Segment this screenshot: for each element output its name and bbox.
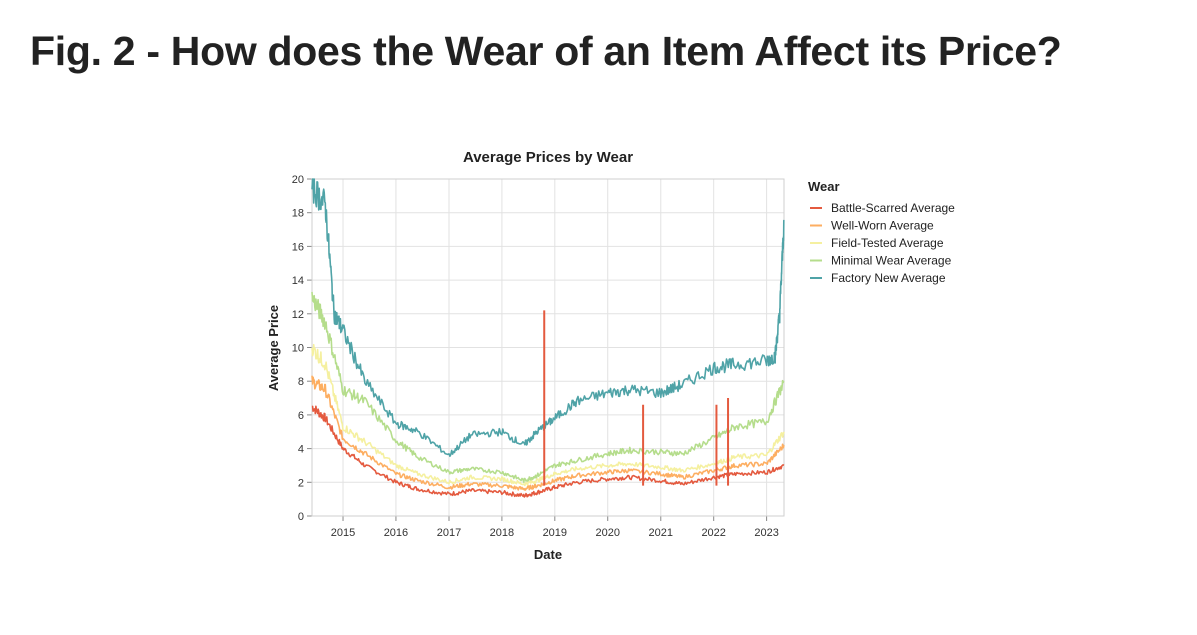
legend: Wear Battle-Scarred Average Well-Worn Ave… xyxy=(808,179,955,285)
series-line-minimal-wear-average xyxy=(311,291,785,484)
y-tick-label: 20 xyxy=(292,174,304,186)
chart-title: Average Prices by Wear xyxy=(463,149,633,166)
legend-label: Factory New Average xyxy=(831,271,946,285)
x-tick-label: 2022 xyxy=(701,527,725,539)
y-tick-label: 4 xyxy=(298,444,304,456)
x-tick-label: 2019 xyxy=(543,527,567,539)
series-line-well-worn-average xyxy=(311,375,785,491)
series-line-factory-new-average xyxy=(311,178,785,457)
legend-title: Wear xyxy=(808,179,840,194)
plot-frame xyxy=(311,178,785,517)
axes: 0 2 4 6 8 10 12 14 16 18 20 2015 2016 2017 2018 2019 202… xyxy=(292,174,785,539)
series-line-field-tested-average xyxy=(311,343,785,487)
y-tick-label: 12 xyxy=(292,309,304,321)
legend-label: Well-Worn Average xyxy=(831,219,934,233)
x-tick-label: 2015 xyxy=(331,527,355,539)
x-tick-label: 2018 xyxy=(490,527,514,539)
legend-label: Battle-Scarred Average xyxy=(831,201,955,215)
y-tick-label: 0 xyxy=(298,511,304,523)
legend-label: Minimal Wear Average xyxy=(831,254,952,268)
x-tick-label: 2023 xyxy=(754,527,778,539)
y-tick-label: 2 xyxy=(298,477,304,489)
x-axis-label: Date xyxy=(534,547,562,562)
y-tick-label: 6 xyxy=(298,410,304,422)
y-tick-label: 14 xyxy=(292,275,304,287)
figure-heading: Fig. 2 - How does the Wear of an Item Af… xyxy=(30,28,1062,74)
x-tick-label: 2017 xyxy=(437,527,461,539)
y-tick-label: 18 xyxy=(292,208,304,220)
y-tick-label: 8 xyxy=(298,376,304,388)
series-line-battle-scarred-average xyxy=(311,405,785,498)
series-lines xyxy=(311,178,785,498)
y-tick-label: 10 xyxy=(292,343,304,355)
x-tick-label: 2016 xyxy=(384,527,408,539)
x-tick-label: 2021 xyxy=(649,527,673,539)
x-tick-label: 2020 xyxy=(595,527,619,539)
legend-label: Field-Tested Average xyxy=(831,236,944,250)
y-axis-label: Average Price xyxy=(266,305,281,391)
y-tick-label: 16 xyxy=(292,241,304,253)
